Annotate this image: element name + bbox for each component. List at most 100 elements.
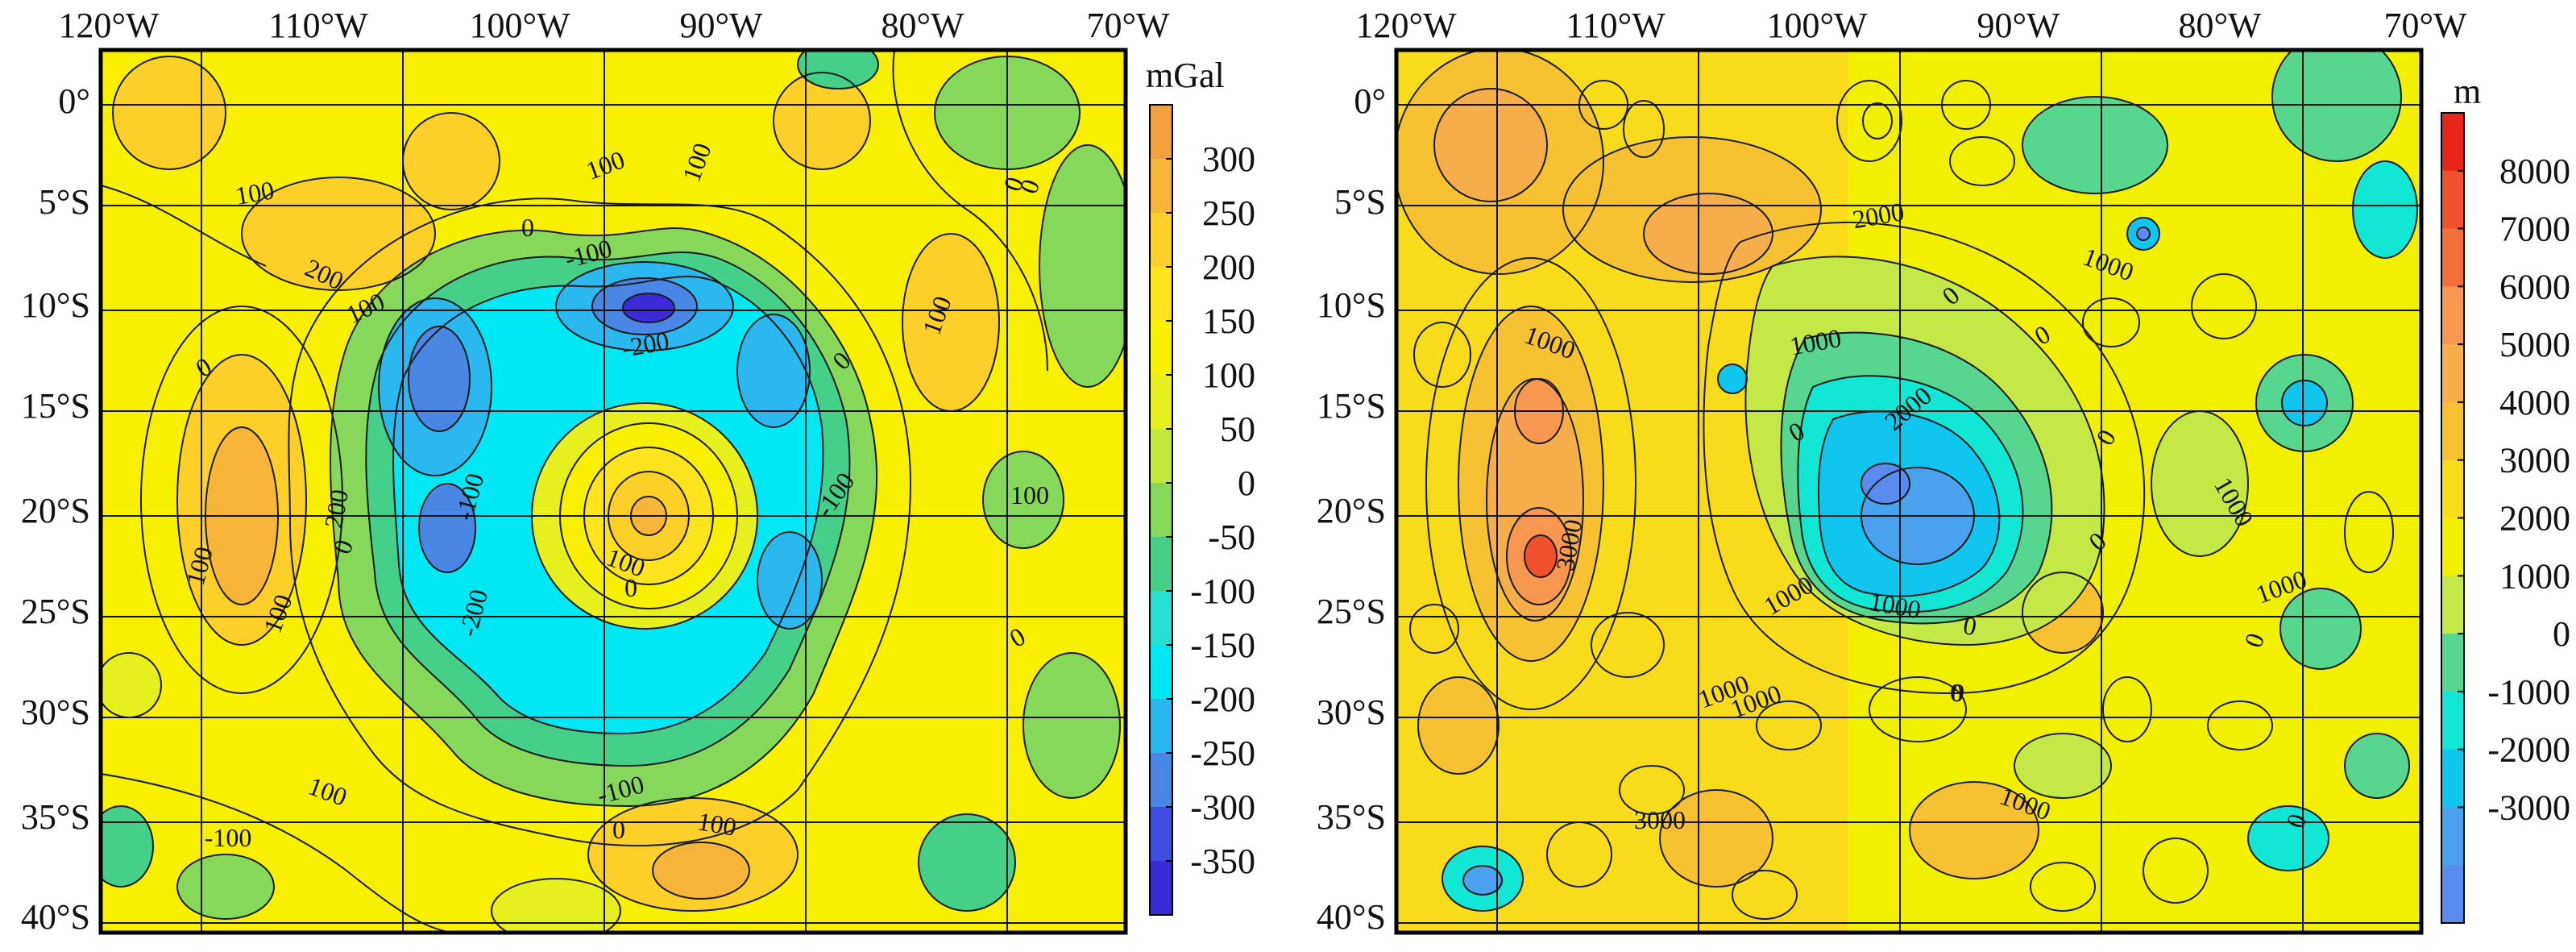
colorbar-swatch bbox=[2441, 865, 2464, 924]
gravity-colorbar: mGal 300 250 200 150 100 50 0 -50 -100 -150 -200 -2… bbox=[1146, 56, 1255, 916]
contour-label: -100 bbox=[205, 823, 252, 852]
colorbar-tick-label: 200 bbox=[1202, 247, 1255, 287]
colorbar-tick-label: 300 bbox=[1202, 139, 1255, 179]
colorbar-swatch bbox=[2441, 228, 2464, 287]
colorbar-swatch bbox=[1150, 645, 1172, 700]
colorbar-swatch bbox=[2441, 286, 2464, 345]
longitude-label: 120°W bbox=[1355, 6, 1457, 45]
latitude-label: 20°S bbox=[21, 491, 90, 530]
colorbar-tick-label: -300 bbox=[1190, 788, 1255, 827]
colorbar-tick-label: 50 bbox=[1220, 409, 1255, 449]
colorbar-tick-label: -350 bbox=[1190, 842, 1255, 881]
colorbar-tick-label: -250 bbox=[1190, 734, 1255, 773]
colorbar-swatch bbox=[2441, 691, 2464, 750]
latitude-label: 40°S bbox=[1317, 897, 1386, 937]
latitude-label: 15°S bbox=[21, 386, 90, 426]
colorbar-frame bbox=[1149, 104, 1173, 916]
axis-labels: 120°W 110°W 100°W 90°W 80°W 70°W 120°W 110°W 100… bbox=[21, 6, 2467, 937]
longitude-label: 70°W bbox=[2383, 6, 2467, 45]
contour-label: 0 bbox=[624, 573, 637, 602]
latitude-label: 0° bbox=[1354, 81, 1386, 121]
topography-map-field bbox=[1396, 50, 2421, 933]
gravity-colorbar-unit: mGal bbox=[1146, 56, 1225, 95]
contour-label: 0 bbox=[1949, 677, 1967, 708]
contour-label: 0 bbox=[1950, 678, 1963, 707]
longitude-label: 110°W bbox=[1566, 6, 1665, 45]
latitude-label: 0° bbox=[58, 81, 90, 121]
colorbar-tick-label: -50 bbox=[1208, 518, 1255, 557]
latitude-label: 5°S bbox=[39, 182, 90, 222]
colorbar-tick-label: 150 bbox=[1202, 301, 1255, 341]
colorbar-tick-label: 7000 bbox=[2499, 210, 2570, 249]
topography-map-grid bbox=[1396, 50, 2421, 933]
colorbar-swatch bbox=[1150, 807, 1172, 862]
colorbar-swatch bbox=[2441, 634, 2464, 692]
latitude-label: 25°S bbox=[1317, 592, 1386, 631]
colorbar-tick-label: 250 bbox=[1202, 193, 1255, 233]
longitude-label: 80°W bbox=[881, 6, 964, 45]
colorbar-tick-label: -100 bbox=[1190, 572, 1255, 611]
contour-label: 0 bbox=[521, 213, 534, 242]
colorbar-tick-label: -1000 bbox=[2487, 672, 2570, 712]
longitude-label: 80°W bbox=[2178, 6, 2262, 45]
topography-colorbar-unit: m bbox=[2454, 72, 2481, 111]
colorbar-swatch bbox=[1150, 591, 1172, 646]
latitude-label: 15°S bbox=[1317, 386, 1386, 426]
colorbar-swatch bbox=[1150, 321, 1172, 376]
colorbar-swatch bbox=[1150, 861, 1172, 916]
longitude-label: 110°W bbox=[268, 6, 368, 45]
contour-label: 200 bbox=[318, 487, 354, 530]
colorbar-swatch bbox=[2441, 518, 2464, 576]
colorbar-tick-label: -150 bbox=[1190, 626, 1255, 665]
contour-label: 0 bbox=[612, 815, 625, 844]
colorbar-tick-label: 100 bbox=[1202, 355, 1255, 395]
latitude-label: 30°S bbox=[1317, 692, 1386, 732]
colorbar-swatch bbox=[2441, 459, 2464, 518]
colorbar-tick-label: 0 bbox=[1238, 464, 1255, 503]
contour-label: 100 bbox=[695, 806, 739, 842]
colorbar-tick-label: 5000 bbox=[2499, 325, 2570, 364]
colorbar-tick-label: -3000 bbox=[2487, 788, 2570, 827]
colorbar-swatch bbox=[1150, 267, 1172, 322]
colorbar-swatch bbox=[2441, 401, 2464, 461]
colorbar-swatch bbox=[1150, 375, 1172, 430]
topography-colorbar: m 8000 7000 6000 5000 4000 3000 2000 1000 0 -1000… bbox=[2441, 72, 2570, 924]
colorbar-swatch bbox=[1150, 105, 1172, 160]
contour-label: 3000 bbox=[1634, 805, 1686, 834]
colorbar-swatch bbox=[2441, 170, 2464, 230]
longitude-label: 90°W bbox=[679, 6, 763, 45]
gravity-map-frame bbox=[98, 48, 1128, 935]
latitude-label: 10°S bbox=[1317, 285, 1386, 325]
colorbar-swatch bbox=[1150, 753, 1172, 808]
latitude-label: 5°S bbox=[1334, 182, 1386, 222]
longitude-label: 70°W bbox=[1086, 6, 1170, 45]
contour-label: 0 bbox=[1961, 610, 1979, 641]
colorbar-swatch bbox=[2441, 576, 2464, 634]
longitude-label: 100°W bbox=[469, 6, 570, 45]
colorbar-swatch bbox=[2441, 749, 2464, 808]
latitude-label: 10°S bbox=[21, 285, 90, 325]
topography-contours bbox=[1396, 50, 2418, 920]
latitude-label: 35°S bbox=[1317, 797, 1386, 837]
colorbar-swatch bbox=[1150, 429, 1172, 484]
longitude-label: 120°W bbox=[58, 6, 160, 45]
latitude-label: 30°S bbox=[21, 692, 90, 732]
colorbar-tick-label: -2000 bbox=[2487, 730, 2570, 770]
contour-label: 100 bbox=[233, 175, 276, 210]
latitude-label: 20°S bbox=[1317, 491, 1386, 530]
colorbar-swatch bbox=[2441, 113, 2464, 172]
colorbar-swatch bbox=[1150, 159, 1172, 214]
colorbar-tick-label: 6000 bbox=[2499, 267, 2570, 306]
colorbar-tick-label: 0 bbox=[2553, 614, 2570, 654]
latitude-label: 25°S bbox=[21, 592, 90, 631]
latitude-label: 40°S bbox=[21, 897, 90, 937]
longitude-label: 90°W bbox=[1977, 6, 2060, 45]
colorbar-tick-label: 3000 bbox=[2499, 441, 2570, 480]
colorbar-tick-label: -200 bbox=[1190, 680, 1255, 719]
colorbar-tick-label: 1000 bbox=[2499, 556, 2570, 596]
topography-map-frame bbox=[1394, 48, 2424, 935]
colorbar-swatch bbox=[1150, 483, 1172, 538]
gravity-map-grid bbox=[101, 50, 1126, 933]
